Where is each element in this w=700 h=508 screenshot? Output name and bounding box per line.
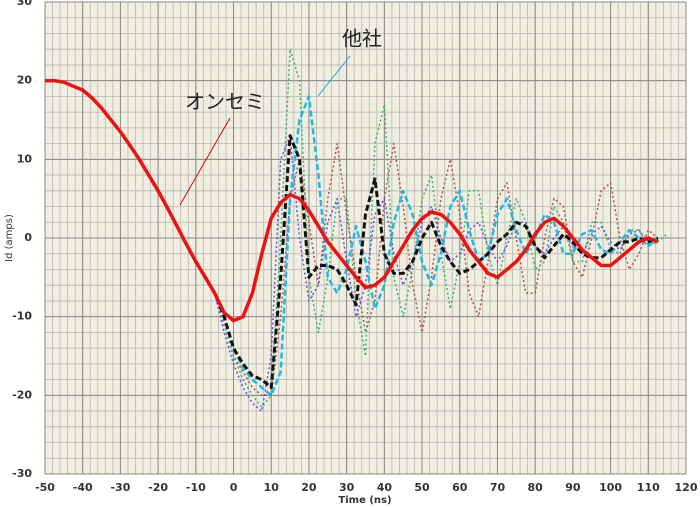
x-axis-label: Time (ns) xyxy=(338,495,391,506)
x-tick-label: 30 xyxy=(339,481,355,494)
annotation: 他社 xyxy=(342,27,382,51)
annotation-pointer xyxy=(317,55,351,97)
x-tick-label: 70 xyxy=(490,481,506,494)
x-tick-label: -30 xyxy=(110,481,130,494)
y-tick-label: 30 xyxy=(17,0,33,8)
x-tick-label: -20 xyxy=(148,481,168,494)
x-tick-label: 0 xyxy=(230,481,238,494)
y-tick-label: 20 xyxy=(17,74,33,87)
x-tick-label: 90 xyxy=(565,481,581,494)
series-line xyxy=(45,78,659,323)
y-axis-label: Id (amps) xyxy=(4,214,15,262)
x-tick-label: 10 xyxy=(264,481,280,494)
x-tick-label: 50 xyxy=(414,481,430,494)
annotation-pointer xyxy=(179,117,231,206)
x-tick-label: 120 xyxy=(675,481,698,494)
x-tick-label: -40 xyxy=(73,481,93,494)
series-line xyxy=(45,48,668,408)
x-tick-label: 60 xyxy=(452,481,468,494)
y-tick-label: -20 xyxy=(12,388,32,401)
x-tick-label: 40 xyxy=(377,481,393,494)
x-tick-label: 100 xyxy=(599,481,622,494)
x-tick-label: 110 xyxy=(637,481,660,494)
y-tick-label: -30 xyxy=(12,467,32,480)
x-tick-label: 80 xyxy=(528,481,544,494)
x-tick-label: -10 xyxy=(186,481,206,494)
x-tick-label: 20 xyxy=(301,481,317,494)
y-tick-label: 10 xyxy=(17,152,33,165)
y-tick-label: 0 xyxy=(24,231,32,244)
x-tick-label: -50 xyxy=(35,481,55,494)
y-tick-label: -10 xyxy=(12,310,32,323)
annotation: オンセミ xyxy=(185,90,265,114)
